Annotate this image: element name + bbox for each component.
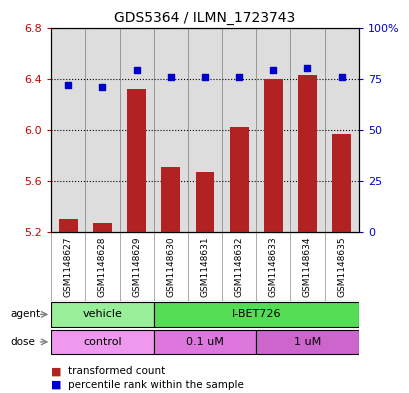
Text: ■: ■ — [51, 366, 65, 376]
Bar — [153, 302, 358, 327]
Text: GSM1148635: GSM1148635 — [336, 236, 345, 297]
Bar — [263, 79, 282, 232]
Text: GSM1148632: GSM1148632 — [234, 236, 243, 296]
Text: 1 uM: 1 uM — [293, 337, 320, 347]
Title: GDS5364 / ILMN_1723743: GDS5364 / ILMN_1723743 — [114, 11, 295, 25]
Text: GSM1148628: GSM1148628 — [98, 236, 107, 296]
Bar — [51, 302, 153, 327]
Point — [337, 73, 344, 80]
Point — [99, 84, 106, 90]
Point — [133, 67, 139, 73]
Point — [235, 73, 242, 80]
Bar — [195, 172, 214, 232]
Text: GSM1148631: GSM1148631 — [200, 236, 209, 297]
Bar — [85, 28, 119, 232]
Bar — [187, 28, 222, 232]
Text: GSM1148627: GSM1148627 — [64, 236, 73, 296]
Text: ■: ■ — [51, 380, 65, 390]
Text: percentile rank within the sample: percentile rank within the sample — [67, 380, 243, 390]
Text: GSM1148630: GSM1148630 — [166, 236, 175, 297]
Bar — [59, 219, 78, 232]
Text: transformed count: transformed count — [67, 366, 164, 376]
Text: GSM1148634: GSM1148634 — [302, 236, 311, 296]
Bar — [256, 28, 290, 232]
Bar — [297, 75, 316, 232]
Text: control: control — [83, 337, 121, 347]
Bar — [153, 329, 256, 354]
Bar — [153, 28, 187, 232]
Bar — [93, 223, 112, 232]
Bar — [290, 28, 324, 232]
Text: I-BET726: I-BET726 — [231, 309, 280, 320]
Text: agent: agent — [10, 309, 40, 320]
Bar — [256, 329, 358, 354]
Point — [65, 82, 72, 88]
Text: 0.1 uM: 0.1 uM — [186, 337, 223, 347]
Point — [270, 67, 276, 73]
Bar — [331, 134, 350, 232]
Bar — [324, 28, 358, 232]
Text: vehicle: vehicle — [82, 309, 122, 320]
Point — [167, 73, 174, 80]
Bar — [51, 329, 153, 354]
Bar — [229, 127, 248, 232]
Bar — [222, 28, 256, 232]
Bar — [127, 89, 146, 232]
Bar — [51, 28, 85, 232]
Point — [303, 65, 310, 72]
Text: GSM1148633: GSM1148633 — [268, 236, 277, 297]
Text: GSM1148629: GSM1148629 — [132, 236, 141, 296]
Point — [201, 73, 208, 80]
Bar — [119, 28, 153, 232]
Text: dose: dose — [10, 337, 35, 347]
Bar — [161, 167, 180, 232]
